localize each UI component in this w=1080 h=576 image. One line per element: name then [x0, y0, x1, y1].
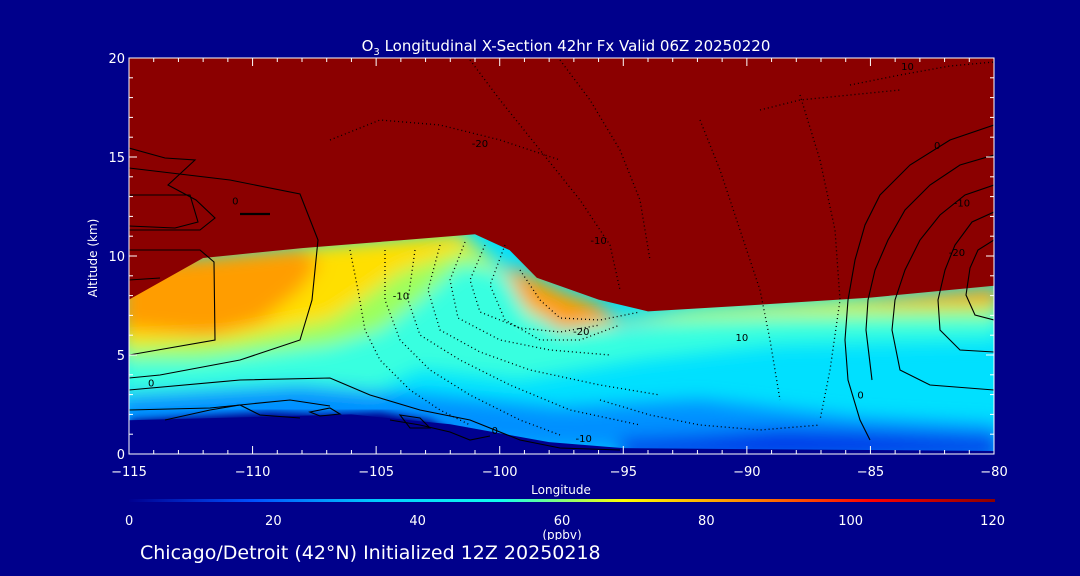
ozone-cross-section-chart: O3 Longitudinal X-Section 42hr Fx Valid …: [86, 37, 1008, 542]
contour-label-6: -10: [590, 236, 606, 247]
contour-line-29: [849, 61, 994, 86]
y-tick-label: 5: [117, 349, 125, 364]
contour-line-15: [965, 239, 994, 321]
y-tick-label: 15: [108, 151, 125, 166]
contour-line-14: [937, 211, 994, 353]
contour-label-7: -20: [949, 248, 965, 259]
contour-label-2: -20: [472, 139, 488, 150]
colorbar-bar: [129, 499, 995, 502]
contour-line-10: [398, 414, 432, 429]
footer-caption: Chicago/Detroit (42°N) Initialized 12Z 2…: [140, 542, 601, 564]
contour-line-1: [129, 147, 216, 231]
x-tick-label: −105: [358, 465, 394, 480]
yellow-band: [129, 232, 994, 345]
contour-line-13: [891, 184, 994, 391]
x-axis: −115 −110 −105 −100 −95 −90 −85 −80: [111, 58, 1008, 480]
contour-label-5: -10: [954, 199, 970, 210]
contour-line-27: [699, 119, 781, 401]
contour-line-28: [799, 94, 841, 421]
x-tick-label: −85: [857, 465, 884, 480]
deep-blue-band: [620, 430, 994, 454]
contour-label-4: 0: [232, 197, 238, 208]
contour-label-3: 0: [934, 141, 940, 152]
contour-line-2: [129, 194, 199, 229]
colorbar-tick-label: 0: [125, 514, 133, 529]
contour-label-10: 10: [736, 333, 749, 344]
colorbar-tick-label: 40: [409, 514, 426, 529]
contour-line-6: [129, 399, 331, 411]
contour-line-24: [519, 269, 641, 321]
y-axis-label: Altitude (km): [86, 219, 100, 298]
contour-label-8: -10: [393, 292, 409, 303]
contour-line-3: [129, 249, 216, 356]
x-tick-label: −95: [610, 465, 637, 480]
contour-label-9: -20: [573, 327, 589, 338]
low-ozone-surface-region: [129, 414, 994, 454]
contour-lines: [129, 59, 994, 451]
contour-line-7: [164, 404, 301, 421]
colorbar: 0 20 40 60 80 100 120 (ppbv): [125, 499, 1005, 542]
title-rest: Longitudinal X-Section 42hr Fx Valid 06Z…: [380, 37, 771, 55]
contour-line-11: [844, 124, 994, 441]
y-tick-label: 0: [117, 448, 125, 463]
contour-labels: 10 -20 0 0 -10 -10 -20 -10 -20 10 0 0 0 -10: [148, 62, 970, 445]
contour-line-30: [759, 89, 901, 111]
colorbar-tick-label: 60: [554, 514, 571, 529]
contour-line-9: [308, 407, 342, 417]
colorbar-tick-label: 120: [980, 514, 1005, 529]
contour-label-14: -10: [576, 434, 592, 445]
contour-line-17: [349, 249, 471, 426]
contour-line-8: [389, 419, 491, 441]
y-tick-label: 10: [108, 250, 125, 265]
plot-area: 10 -20 0 0 -10 -10 -20 -10 -20 10 0 0 0 -10: [129, 58, 994, 454]
contour-label-1: 10: [901, 62, 914, 73]
x-tick-label: −100: [482, 465, 518, 480]
contour-line-12: [865, 154, 994, 381]
contour-label-13: 0: [492, 426, 498, 437]
title-subscript: 3: [373, 47, 379, 58]
contour-line-5: [129, 377, 621, 451]
chart-title: O3 Longitudinal X-Section 42hr Fx Valid …: [362, 37, 771, 58]
x-axis-label: Longitude: [531, 483, 591, 497]
contour-line-4: [129, 167, 319, 379]
colorbar-tick-label: 80: [698, 514, 715, 529]
colorbar-tick-label: 100: [838, 514, 863, 529]
contour-line-33: [129, 277, 161, 281]
x-tick-label: −110: [235, 465, 271, 480]
contour-line-26: [559, 59, 651, 261]
contour-label-11: 0: [148, 379, 154, 390]
colorbar-ticks: 0 20 40 60 80 100 120: [125, 514, 1005, 529]
contour-line-31: [329, 119, 561, 161]
stratosphere-high-ozone-region: [129, 58, 994, 312]
x-tick-label: −115: [111, 465, 147, 480]
y-tick-label: 20: [108, 52, 125, 67]
x-tick-label: −90: [733, 465, 760, 480]
contour-line-21: [449, 241, 611, 356]
x-tick-label: −80: [980, 465, 1007, 480]
colorbar-label: (ppbv): [542, 528, 581, 540]
title-prefix: O: [362, 37, 374, 55]
orange-east: [850, 286, 994, 305]
contour-label-12: 0: [857, 391, 863, 402]
colorbar-tick-label: 20: [265, 514, 282, 529]
orange-fold: [505, 265, 620, 330]
contour-line-23: [489, 244, 621, 341]
y-axis: 0 5 10 15 20: [108, 52, 994, 463]
